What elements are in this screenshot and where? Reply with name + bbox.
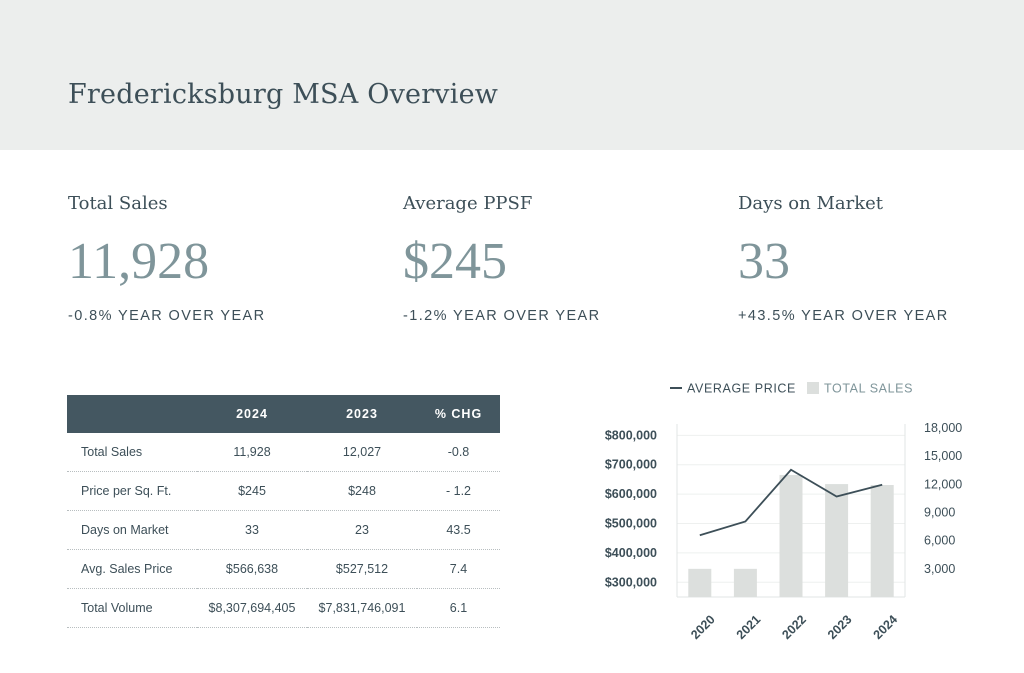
chart-svg: $800,000 $700,000 $600,000 $500,000 $400,000…: [605, 382, 962, 642]
stat-label: Days on Market: [738, 193, 884, 214]
table-cell: $8,307,694,405: [197, 588, 307, 628]
table-cell: $527,512: [307, 549, 417, 589]
bar-total-sales: [825, 484, 849, 597]
table-cell: - 1.2: [417, 471, 500, 511]
row-label: Days on Market: [67, 510, 197, 550]
right-tick-label: 3,000: [924, 562, 955, 576]
table-cell: 11,928: [197, 433, 307, 472]
table-row: Total Volume $8,307,694,405 $7,831,746,0…: [67, 588, 500, 628]
legend-total-sales: TOTAL SALES: [824, 382, 913, 396]
table-header-row: 2024 2023 % CHG: [67, 395, 500, 433]
x-tick-label: 2021: [734, 612, 764, 642]
bar-total-sales: [779, 474, 803, 597]
price-sales-chart: $800,000 $700,000 $600,000 $500,000 $400,000…: [570, 370, 1010, 665]
x-tick-label: 2024: [871, 612, 901, 642]
table-cell: 33: [197, 510, 307, 550]
bar-total-sales: [733, 568, 757, 597]
table-row: Price per Sq. Ft. $245 $248 - 1.2: [67, 471, 500, 511]
table-cell: -0.8: [417, 433, 500, 472]
stat-label: Total Sales: [68, 193, 168, 214]
left-tick-label: $400,000: [605, 546, 657, 560]
legend-average-price: AVERAGE PRICE: [687, 382, 796, 396]
left-tick-label: $800,000: [605, 428, 657, 442]
table-cell: 7.4: [417, 549, 500, 589]
stat-change: +43.5% YEAR OVER YEAR: [738, 308, 949, 324]
stat-change: -0.8% YEAR OVER YEAR: [68, 308, 266, 324]
right-tick-label: 18,000: [924, 421, 962, 435]
page-title: Fredericksburg MSA Overview: [68, 79, 499, 110]
table-header-cell: [67, 395, 197, 433]
bar-total-sales: [688, 568, 712, 597]
comparison-table: 2024 2023 % CHG Total Sales 11,928 12,02…: [67, 395, 500, 628]
table-header-cell: 2023: [307, 395, 417, 433]
stat-value: $245: [403, 233, 507, 290]
row-label: Price per Sq. Ft.: [67, 471, 197, 511]
left-tick-label: $300,000: [605, 575, 657, 589]
stat-total-sales: Total Sales 11,928 -0.8% YEAR OVER YEAR: [68, 190, 368, 324]
table-header-cell: 2024: [197, 395, 307, 433]
table-cell: $248: [307, 471, 417, 511]
table-row: Total Sales 11,928 12,027 -0.8: [67, 433, 500, 472]
table-cell: 12,027: [307, 433, 417, 472]
row-label: Total Volume: [67, 588, 197, 628]
header-banner: Fredericksburg MSA Overview: [0, 0, 1024, 150]
right-tick-label: 12,000: [924, 477, 962, 491]
table-row: Days on Market 33 23 43.5: [67, 510, 500, 550]
table-cell: 6.1: [417, 588, 500, 628]
x-tick-label: 2020: [688, 612, 718, 642]
x-tick-label: 2022: [779, 612, 809, 642]
left-tick-label: $700,000: [605, 458, 657, 472]
line-average-price: [699, 468, 883, 537]
right-tick-label: 15,000: [924, 449, 962, 463]
left-tick-label: $500,000: [605, 517, 657, 531]
table-header-cell: % CHG: [417, 395, 500, 433]
right-tick-label: 9,000: [924, 506, 955, 520]
legend-bar-swatch: [807, 382, 819, 394]
stat-value: 11,928: [68, 233, 210, 290]
stat-change: -1.2% YEAR OVER YEAR: [403, 308, 601, 324]
right-tick-label: 6,000: [924, 534, 955, 548]
stat-value: 33: [738, 233, 790, 290]
bar-total-sales: [870, 485, 894, 597]
x-tick-label: 2023: [825, 612, 855, 642]
stat-average-ppsf: Average PPSF $245 -1.2% YEAR OVER YEAR: [403, 190, 703, 324]
table-cell: 23: [307, 510, 417, 550]
table-row: Avg. Sales Price $566,638 $527,512 7.4: [67, 549, 500, 589]
table-cell: $245: [197, 471, 307, 511]
table-cell: 43.5: [417, 510, 500, 550]
row-label: Avg. Sales Price: [67, 549, 197, 589]
table-cell: $7,831,746,091: [307, 588, 417, 628]
stat-label: Average PPSF: [403, 193, 533, 214]
left-tick-label: $600,000: [605, 487, 657, 501]
stat-days-on-market: Days on Market 33 +43.5% YEAR OVER YEAR: [738, 190, 1024, 324]
row-label: Total Sales: [67, 433, 197, 472]
table-cell: $566,638: [197, 549, 307, 589]
